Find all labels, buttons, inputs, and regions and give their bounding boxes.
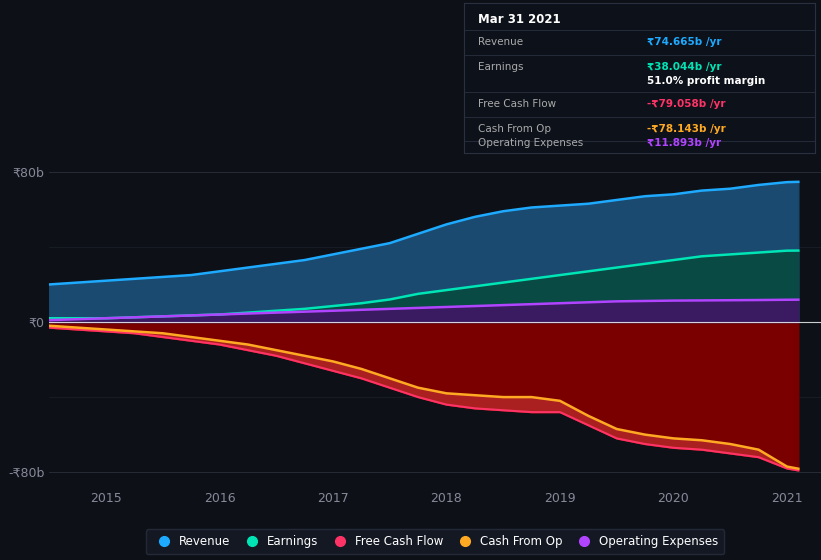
Text: Cash From Op: Cash From Op bbox=[478, 124, 551, 134]
Text: -₹78.143b /yr: -₹78.143b /yr bbox=[647, 124, 725, 134]
Text: Mar 31 2021: Mar 31 2021 bbox=[478, 13, 561, 26]
Text: 51.0% profit margin: 51.0% profit margin bbox=[647, 76, 765, 86]
Text: Earnings: Earnings bbox=[478, 62, 524, 72]
Text: -₹79.058b /yr: -₹79.058b /yr bbox=[647, 99, 725, 109]
Text: Free Cash Flow: Free Cash Flow bbox=[478, 99, 556, 109]
Text: ₹74.665b /yr: ₹74.665b /yr bbox=[647, 38, 721, 48]
Text: Revenue: Revenue bbox=[478, 38, 523, 48]
Legend: Revenue, Earnings, Free Cash Flow, Cash From Op, Operating Expenses: Revenue, Earnings, Free Cash Flow, Cash … bbox=[146, 529, 724, 554]
Text: ₹38.044b /yr: ₹38.044b /yr bbox=[647, 62, 721, 72]
Text: ₹11.893b /yr: ₹11.893b /yr bbox=[647, 138, 721, 148]
Text: Operating Expenses: Operating Expenses bbox=[478, 138, 583, 148]
